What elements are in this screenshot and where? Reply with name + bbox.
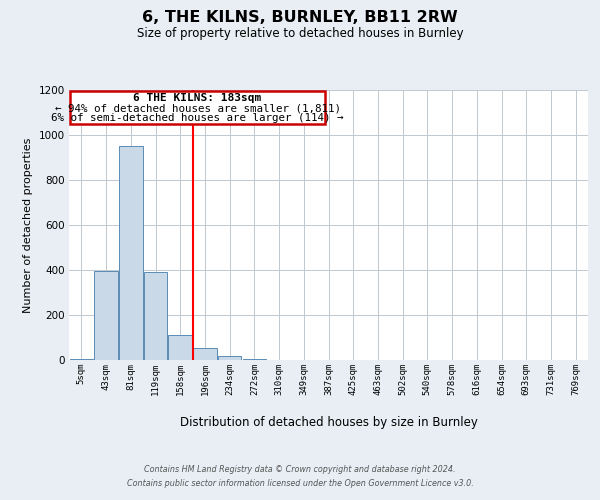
Text: Contains public sector information licensed under the Open Government Licence v3: Contains public sector information licen… — [127, 480, 473, 488]
Text: ← 94% of detached houses are smaller (1,811): ← 94% of detached houses are smaller (1,… — [55, 104, 341, 114]
Text: 6, THE KILNS, BURNLEY, BB11 2RW: 6, THE KILNS, BURNLEY, BB11 2RW — [142, 10, 458, 25]
Bar — [144, 272, 167, 360]
Y-axis label: Number of detached properties: Number of detached properties — [23, 138, 33, 312]
Bar — [193, 348, 217, 360]
Text: 6 THE KILNS: 183sqm: 6 THE KILNS: 183sqm — [133, 94, 262, 104]
Text: 6% of semi-detached houses are larger (114) →: 6% of semi-detached houses are larger (1… — [51, 113, 344, 123]
Bar — [70, 359, 93, 360]
Text: Distribution of detached houses by size in Burnley: Distribution of detached houses by size … — [180, 416, 478, 429]
Text: Contains HM Land Registry data © Crown copyright and database right 2024.: Contains HM Land Registry data © Crown c… — [144, 464, 456, 473]
Bar — [94, 271, 118, 360]
Bar — [218, 356, 241, 360]
Bar — [169, 335, 192, 360]
FancyBboxPatch shape — [70, 91, 325, 124]
Bar — [119, 146, 143, 360]
Text: Size of property relative to detached houses in Burnley: Size of property relative to detached ho… — [137, 28, 463, 40]
